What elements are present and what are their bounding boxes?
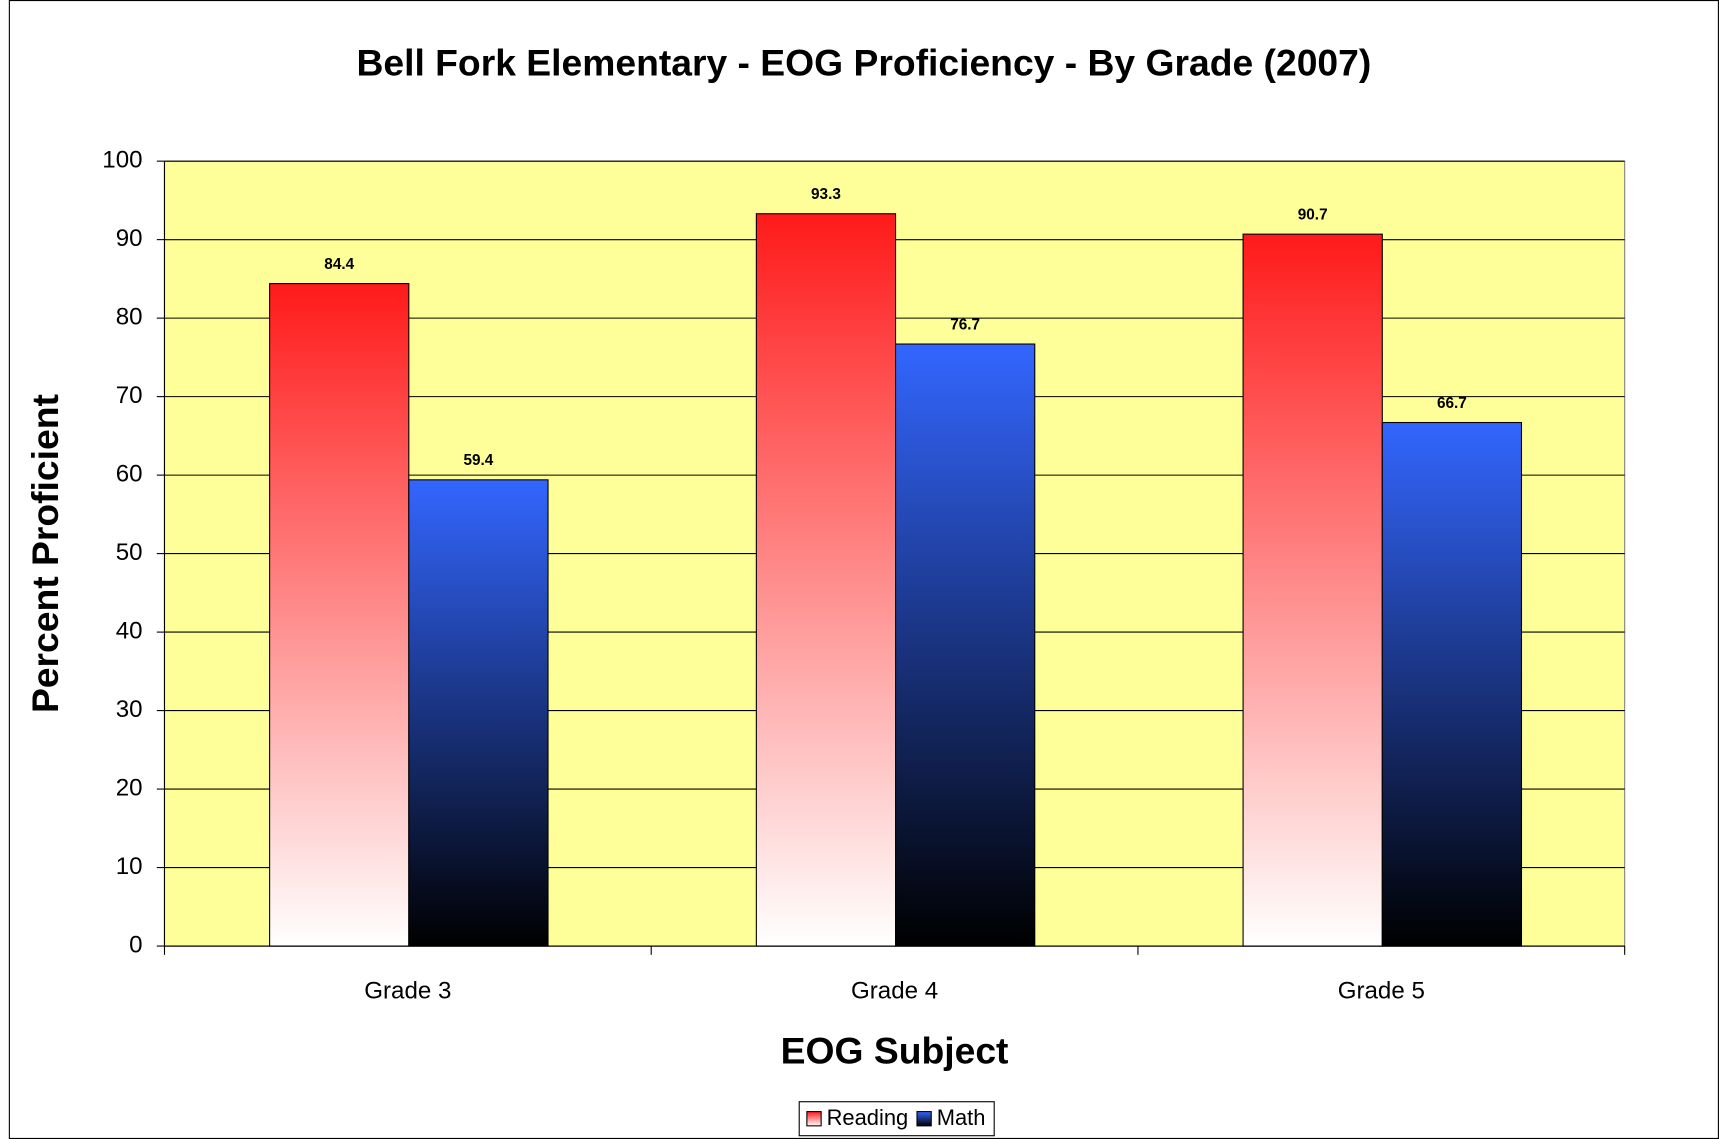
legend-swatch bbox=[806, 1111, 822, 1127]
data-label: 84.4 bbox=[324, 256, 354, 273]
legend: Reading Math bbox=[798, 1101, 995, 1137]
x-tick-label: Grade 4 bbox=[851, 977, 938, 1004]
y-tick-label: 10 bbox=[116, 853, 143, 880]
y-tick-label: 50 bbox=[116, 539, 143, 566]
legend-label: Reading bbox=[827, 1105, 909, 1130]
bar bbox=[755, 213, 897, 947]
y-tick-label: 0 bbox=[129, 931, 142, 958]
x-tick-label: Grade 5 bbox=[1338, 977, 1425, 1004]
chart-title: Bell Fork Elementary - EOG Proficiency -… bbox=[356, 42, 1371, 84]
legend-box bbox=[798, 1101, 995, 1137]
bar bbox=[1381, 421, 1523, 947]
legend-swatch bbox=[916, 1111, 932, 1127]
legend-label: Math bbox=[937, 1105, 986, 1130]
bar bbox=[1242, 233, 1383, 947]
y-tick-label: 40 bbox=[116, 617, 143, 644]
y-tick-label: 100 bbox=[102, 147, 142, 174]
y-tick-label: 20 bbox=[116, 774, 143, 801]
x-axis-label: EOG Subject bbox=[781, 1029, 1009, 1071]
data-label: 76.7 bbox=[950, 316, 980, 333]
bar bbox=[895, 343, 1036, 947]
y-tick-label: 70 bbox=[116, 382, 143, 409]
bar bbox=[408, 479, 549, 947]
data-label: 59.4 bbox=[464, 452, 494, 469]
x-tick-label: Grade 3 bbox=[364, 977, 451, 1004]
y-axis-label: Percent Proficient bbox=[24, 394, 66, 713]
y-tick-label: 30 bbox=[116, 696, 143, 723]
bar bbox=[269, 283, 410, 947]
data-label: 93.3 bbox=[811, 186, 841, 203]
y-tick-label: 90 bbox=[116, 225, 143, 252]
y-tick-label: 80 bbox=[116, 304, 143, 331]
y-tick-label: 60 bbox=[116, 460, 143, 487]
data-label: 90.7 bbox=[1298, 207, 1328, 224]
data-label: 66.7 bbox=[1437, 395, 1467, 412]
